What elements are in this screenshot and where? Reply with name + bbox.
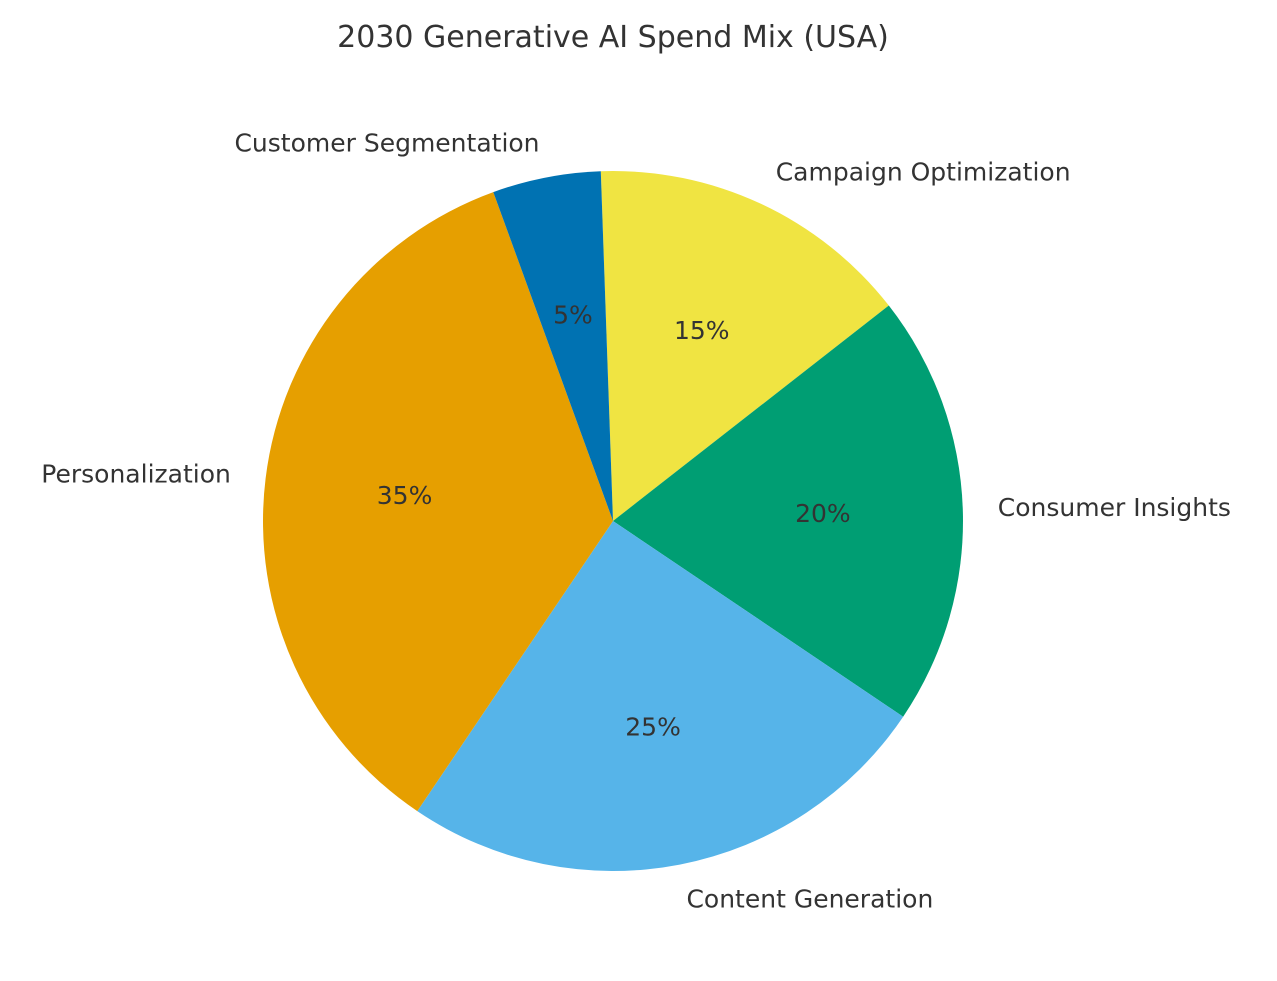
slice-label-consumer-insights: Consumer Insights — [998, 493, 1231, 522]
slice-consumer-insights — [613, 305, 963, 717]
chart-title: 2030 Generative AI Spend Mix (USA) — [337, 20, 889, 55]
slice-campaign-optimization — [600, 170, 889, 521]
slice-label-personalization: Personalization — [41, 460, 231, 489]
percent-labels: 15% 20% 25% 35% 5% — [377, 300, 851, 741]
slice-label-campaign-optimization: Campaign Optimization — [776, 158, 1071, 187]
slices-layer — [263, 170, 963, 871]
slice-content-generation — [417, 521, 904, 871]
slice-label-customer-segmentation: Customer Segmentation — [234, 129, 539, 158]
slice-customer-segmentation — [493, 171, 613, 521]
percent-label-consumer-insights: 20% — [795, 499, 851, 528]
slice-label-content-generation: Content Generation — [686, 884, 933, 913]
percent-label-content-generation: 25% — [625, 713, 681, 742]
slice-labels: Campaign Optimization Consumer Insights Co… — [41, 129, 1231, 914]
percent-label-campaign-optimization: 15% — [674, 316, 730, 345]
percent-label-customer-segmentation: 5% — [553, 300, 593, 329]
slice-personalization — [263, 192, 613, 812]
percent-label-personalization: 35% — [377, 481, 433, 510]
